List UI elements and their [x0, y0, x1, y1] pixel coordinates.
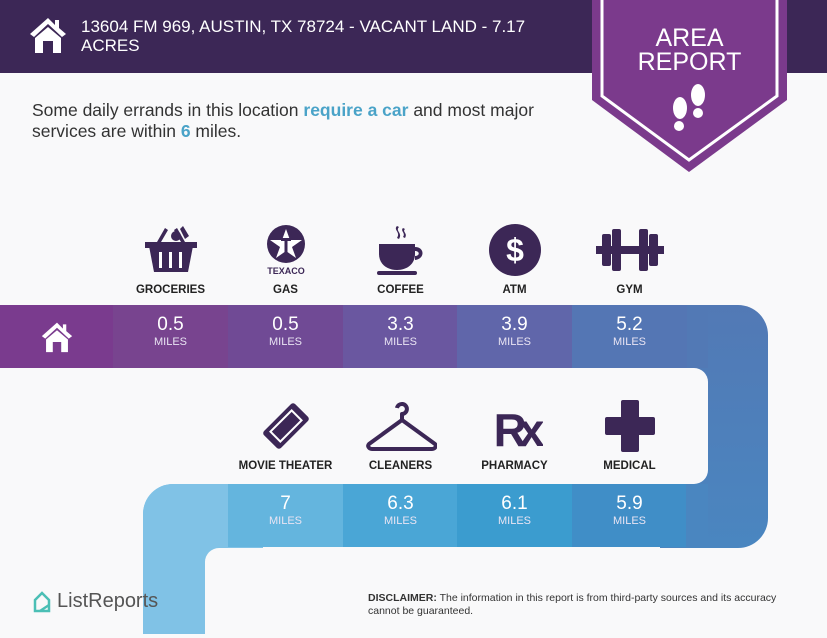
category-label: MEDICAL [603, 460, 656, 472]
path-inner-corner [205, 548, 285, 638]
hanger-icon [365, 402, 437, 451]
coffee-icon [376, 226, 422, 275]
svg-text:TEXACO: TEXACO [267, 266, 305, 276]
category-label: GAS [273, 284, 298, 296]
category-coffee: COFFEE [343, 224, 458, 296]
home-icon [30, 18, 66, 53]
category-label: ATM [502, 284, 527, 296]
distance-value: 0.5 [272, 314, 299, 335]
svg-text:Rx: Rx [493, 404, 542, 452]
category-label: PHARMACY [481, 460, 548, 472]
svg-text:$: $ [506, 232, 524, 268]
category-groceries: GROCERIES [113, 224, 228, 296]
dumbbell-icon [595, 229, 664, 271]
texaco-icon: TEXACO [266, 225, 305, 276]
distance-value: 6.3 [387, 493, 414, 514]
path-end-top [686, 305, 708, 368]
distance-segment-gas: 0.5 MILES [228, 305, 343, 368]
basket-icon [144, 226, 197, 272]
rx-icon: Rx [493, 404, 542, 452]
category-label: MOVIE THEATER [238, 460, 333, 472]
distance-segment-groceries: 0.5 MILES [113, 305, 228, 368]
category-label: COFFEE [377, 284, 424, 296]
distance-unit: MILES [497, 515, 531, 527]
distance-unit: MILES [497, 336, 531, 348]
summary-text: Some daily errands in this location requ… [32, 100, 534, 141]
category-pharmacy: Rx PHARMACY [457, 400, 572, 472]
distance-value: 3.9 [501, 314, 528, 335]
distance-unit: MILES [383, 515, 417, 527]
category-label: GROCERIES [135, 284, 205, 296]
category-medical: MEDICAL [572, 400, 687, 472]
category-atm: $ ATM [457, 224, 572, 296]
path-start-bottom [143, 484, 228, 547]
distance-value: 7 [280, 493, 291, 514]
footprints-icon [673, 84, 705, 131]
property-title: 13604 FM 969, AUSTIN, TX 78724 - VACANT … [81, 17, 526, 55]
distance-unit: MILES [153, 336, 187, 348]
distance-segment-movie-theater: 7 MILES [228, 484, 343, 547]
distance-unit: MILES [383, 336, 417, 348]
category-label: CLEANERS [368, 460, 433, 472]
badge-line2: REPORT [637, 48, 742, 76]
category-cleaners: CLEANERS [343, 400, 458, 472]
distance-value: 0.5 [157, 314, 184, 335]
distance-segment-coffee: 3.3 MILES [343, 305, 458, 368]
category-label: GYM [616, 284, 643, 296]
distance-segment-atm: 3.9 MILES [457, 305, 572, 368]
distance-value: 3.3 [387, 314, 414, 335]
logo-icon [33, 590, 51, 612]
distance-unit: MILES [268, 336, 302, 348]
home-icon [41, 322, 72, 353]
distance-unit: MILES [268, 515, 302, 527]
badge-line1: AREA [655, 24, 724, 52]
distance-unit: MILES [612, 336, 646, 348]
category-gym: GYM [572, 224, 687, 296]
distance-value: 5.9 [616, 493, 643, 514]
dollar-icon: $ [488, 224, 541, 276]
area-report-badge: AREA REPORT [592, 0, 787, 180]
distance-segment-gym: 5.2 MILES [572, 305, 687, 368]
home-segment [0, 305, 113, 368]
distance-value: 5.2 [616, 314, 643, 335]
disclaimer: DISCLAIMER: The information in this repo… [368, 592, 777, 617]
path-end-bottom [686, 484, 708, 547]
distance-segment-medical: 5.9 MILES [572, 484, 687, 547]
distance-unit: MILES [612, 515, 646, 527]
distance-value: 6.1 [501, 493, 528, 514]
listreports-logo[interactable]: ListReports [32, 590, 158, 613]
category-movie-theater: MOVIE THEATER [228, 400, 343, 472]
distance-segment-cleaners: 6.3 MILES [343, 484, 458, 547]
distance-segment-pharmacy: 6.1 MILES [457, 484, 572, 547]
cross-icon [604, 400, 655, 452]
ticket-icon [262, 403, 309, 449]
category-gas: TEXACO GAS [228, 224, 343, 296]
